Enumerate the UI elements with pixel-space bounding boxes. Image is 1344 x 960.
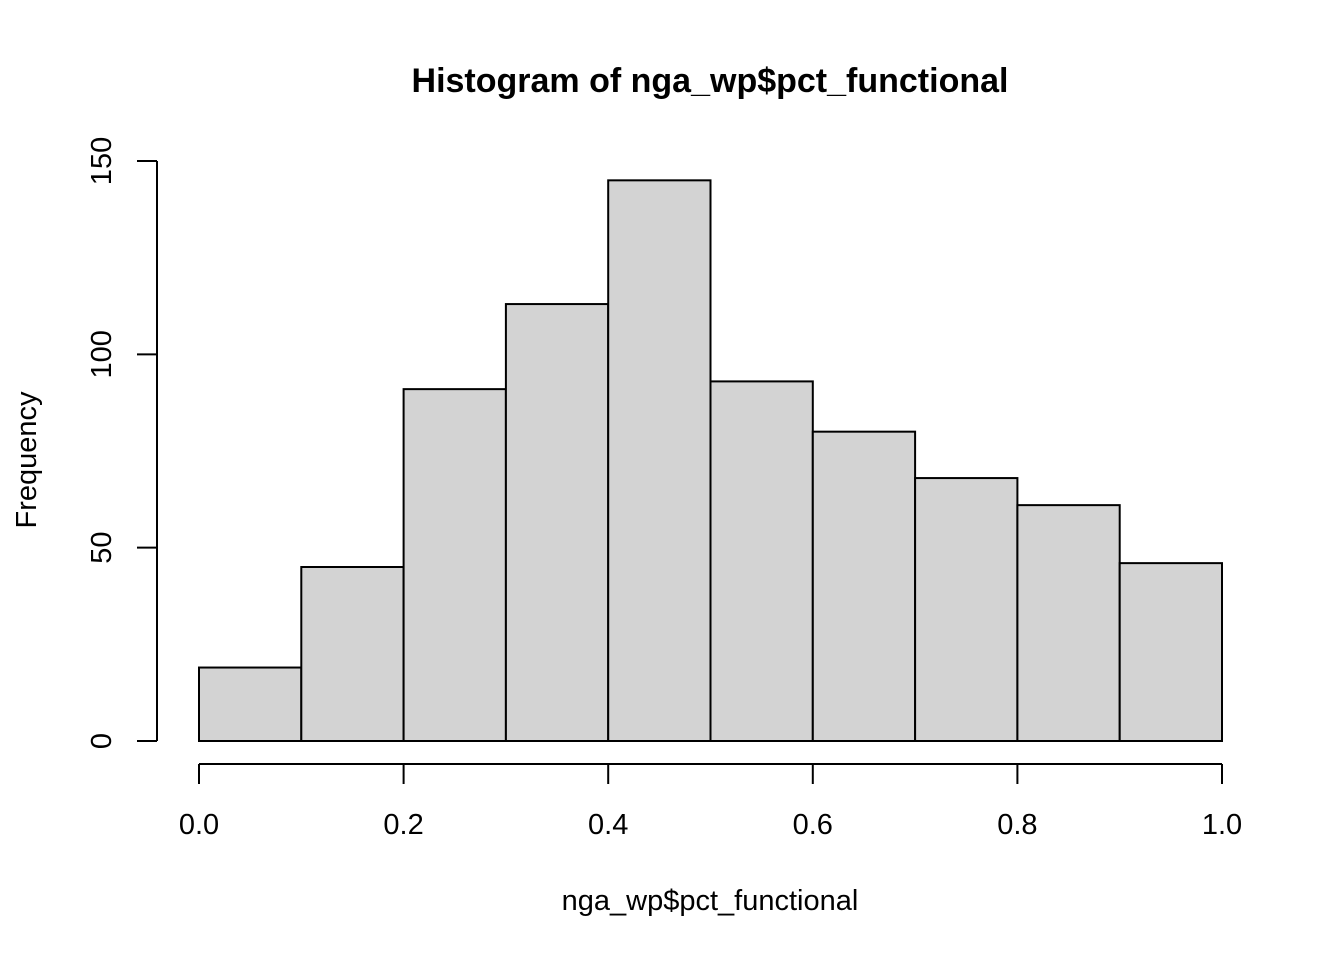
histogram-bar-8 — [914, 477, 1019, 742]
y-axis-label: Frequency — [11, 391, 43, 529]
x-axis-label: nga_wp$pct_functional — [562, 885, 859, 917]
histogram-bar-6 — [709, 380, 814, 742]
x-tick-label: 0.2 — [383, 809, 423, 841]
histogram-bar-10 — [1118, 562, 1223, 743]
histogram-bar-2 — [300, 566, 405, 742]
x-tick-label: 0.6 — [793, 809, 833, 841]
x-tick-label: 0.8 — [997, 809, 1037, 841]
histogram-bar-5 — [607, 179, 712, 743]
y-tick-label: 0 — [86, 733, 118, 749]
histogram-bar-1 — [198, 666, 303, 742]
y-tick-label: 150 — [86, 137, 118, 185]
x-tick-label: 1.0 — [1202, 809, 1242, 841]
x-tick-label: 0.0 — [179, 809, 219, 841]
histogram-bars — [198, 179, 1223, 743]
y-axis: 0 50 100 150 — [86, 137, 158, 749]
y-tick-label: 100 — [86, 330, 118, 378]
y-tick-label: 50 — [86, 532, 118, 564]
histogram-bar-9 — [1016, 504, 1121, 742]
x-tick-label: 0.4 — [588, 809, 628, 841]
histogram-bar-7 — [811, 430, 917, 742]
histogram-bar-3 — [402, 388, 507, 742]
x-axis: 0.0 0.2 0.4 0.6 0.8 1.0 — [179, 763, 1242, 841]
chart-title: Histogram of nga_wp$pct_functional — [412, 62, 1009, 100]
histogram-bar-4 — [504, 303, 610, 742]
